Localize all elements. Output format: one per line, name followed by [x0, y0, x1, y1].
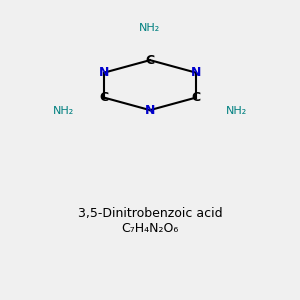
- Text: C: C: [100, 91, 109, 104]
- Text: N: N: [145, 103, 155, 117]
- Text: C: C: [191, 91, 200, 104]
- Text: N: N: [99, 66, 110, 79]
- Text: NH₂: NH₂: [226, 106, 247, 116]
- Text: NH₂: NH₂: [53, 106, 74, 116]
- Text: NH₂: NH₂: [140, 23, 160, 33]
- Text: 3,5-Dinitrobenzoic acid
C₇H₄N₂O₆: 3,5-Dinitrobenzoic acid C₇H₄N₂O₆: [78, 207, 222, 235]
- Text: C: C: [146, 54, 154, 67]
- Text: N: N: [190, 66, 201, 79]
